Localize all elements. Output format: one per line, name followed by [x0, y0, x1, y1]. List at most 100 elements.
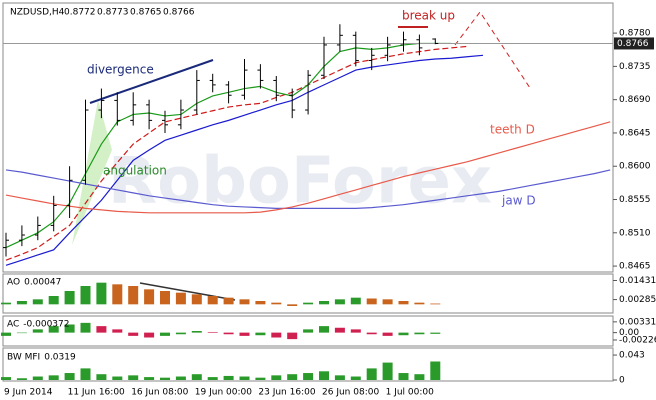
- histogram-bar: [16, 301, 27, 305]
- histogram-bar: [175, 332, 186, 335]
- price-box-label: 0.8766: [617, 39, 649, 49]
- y-tick-label: 0.8735: [619, 62, 651, 72]
- histogram-bar: [16, 332, 27, 334]
- annotation: angulation: [103, 164, 167, 178]
- histogram-bar: [64, 291, 75, 305]
- histogram-bar: [303, 329, 314, 333]
- header-value: 0.8765: [130, 8, 162, 18]
- histogram-bar: [96, 374, 107, 380]
- histogram-bar: [1, 332, 11, 336]
- y-tick-label: 0.8600: [619, 162, 651, 172]
- histogram-bar: [64, 324, 75, 333]
- x-tick-label: 23 Jun 16:00: [258, 388, 315, 398]
- bw-panel: [2, 347, 614, 382]
- histogram-bar: [160, 291, 170, 305]
- price-box: [614, 37, 654, 50]
- ao-divergence-line: [139, 282, 236, 301]
- header-value: 0.8772: [64, 8, 96, 18]
- histogram-bar: [207, 331, 218, 333]
- histogram-bar: [239, 332, 250, 336]
- indicator-value: -0.000372: [23, 320, 69, 330]
- histogram-bar: [430, 332, 441, 334]
- indicator-value: 0.00047: [24, 278, 61, 288]
- y-tick-label: 0.043: [619, 351, 645, 361]
- series-label: jaw D: [501, 194, 536, 208]
- histogram-bar: [80, 286, 91, 305]
- histogram-bar: [287, 332, 298, 340]
- y-tick-label: 0.8645: [619, 128, 651, 138]
- histogram-bar: [414, 332, 425, 335]
- histogram-bar: [223, 297, 234, 305]
- histogram-bar: [366, 368, 377, 380]
- histogram-bar: [319, 326, 329, 333]
- histogram-bar: [271, 302, 282, 305]
- x-tick-label: 19 Jun 00:00: [195, 388, 252, 398]
- histogram-bar: [271, 375, 282, 380]
- y-tick-label: 0.00285: [619, 295, 656, 305]
- y-tick-label: -0.00226: [619, 335, 656, 345]
- histogram-bar: [207, 377, 218, 380]
- header-value: 0.8773: [97, 8, 129, 18]
- histogram-bar: [32, 376, 43, 380]
- y-tick-label: 0.00: [619, 328, 639, 338]
- y-tick-label: 0.8510: [619, 228, 651, 238]
- histogram-bar: [64, 373, 75, 380]
- histogram-bar: [398, 332, 409, 336]
- histogram-bar: [382, 332, 393, 336]
- y-tick-label: 0.8465: [619, 262, 651, 272]
- histogram-bar: [319, 301, 329, 305]
- histogram-bar: [239, 376, 250, 380]
- histogram-bar: [334, 375, 345, 380]
- indicator-line: [5, 121, 611, 214]
- x-tick-label: 26 Jun 08:00: [322, 388, 379, 398]
- histogram-bar: [96, 326, 107, 333]
- watermark: RoboForex: [108, 145, 492, 219]
- y-tick-label: 0: [619, 376, 625, 386]
- histogram-bar: [350, 329, 361, 333]
- histogram-bar: [48, 296, 59, 305]
- histogram-bar: [255, 377, 266, 380]
- indicator-title: BW MFI: [7, 353, 40, 363]
- histogram-bar: [271, 332, 282, 338]
- indicator-line: [5, 169, 611, 209]
- histogram-bar: [223, 332, 234, 335]
- histogram-bar: [239, 299, 250, 305]
- histogram-bar: [112, 376, 123, 380]
- indicator-value: 0.0319: [44, 353, 76, 363]
- histogram-bar: [287, 374, 298, 380]
- histogram-bar: [223, 375, 234, 380]
- indicator-line: [5, 54, 484, 266]
- annotation: divergence: [87, 63, 154, 77]
- histogram-bar: [255, 332, 266, 336]
- histogram-bar: [334, 299, 345, 305]
- histogram-bar: [160, 332, 170, 336]
- histogram-bar: [191, 331, 202, 333]
- histogram-bar: [144, 289, 155, 305]
- histogram-bar: [366, 298, 377, 305]
- histogram-bar: [16, 378, 27, 380]
- histogram-bar: [48, 326, 59, 333]
- histogram-bar: [32, 329, 43, 333]
- histogram-bar: [160, 377, 170, 380]
- histogram-bar: [430, 303, 441, 305]
- histogram-bar: [191, 294, 202, 305]
- histogram-bar: [398, 373, 409, 380]
- indicator-title: AC: [7, 320, 19, 330]
- histogram-bar: [191, 374, 202, 380]
- y-tick-label: 0.8690: [619, 95, 651, 105]
- x-tick-label: 11 Jun 16:00: [68, 388, 125, 398]
- histogram-bar: [350, 376, 361, 380]
- histogram-bar: [207, 296, 218, 305]
- indicator-line: [5, 45, 468, 261]
- histogram-bar: [32, 299, 43, 305]
- header-value: 0.8766: [163, 8, 195, 18]
- histogram-bar: [303, 373, 314, 380]
- divergence-line: [89, 59, 214, 104]
- histogram-bar: [414, 374, 425, 380]
- y-tick-label: 0.8780: [619, 29, 651, 39]
- indicator-title: AO: [7, 278, 20, 288]
- histogram-bar: [366, 332, 377, 335]
- histogram-bar: [128, 286, 139, 305]
- forecast-line: [454, 11, 531, 89]
